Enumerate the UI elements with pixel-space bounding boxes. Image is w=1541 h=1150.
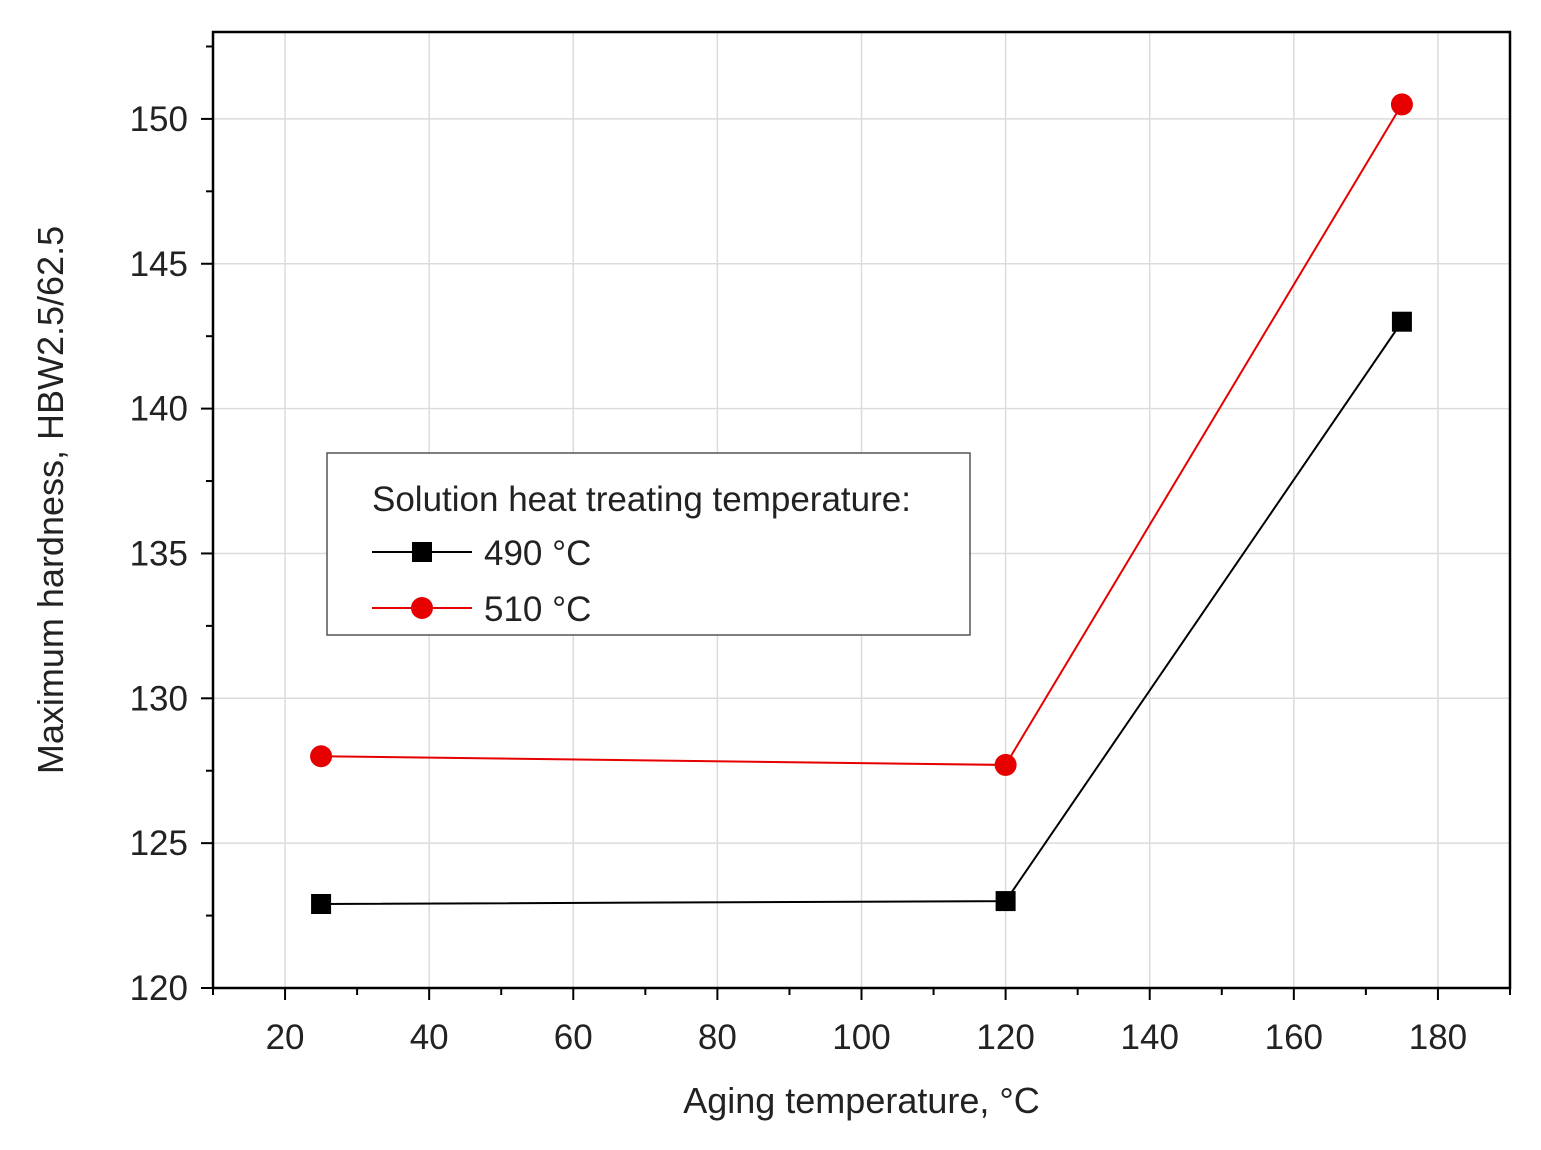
axis-ticks — [201, 45, 1511, 1000]
x-tick-label: 140 — [1121, 1018, 1179, 1057]
series-0 — [311, 311, 1412, 914]
data-point-circle-marker — [994, 753, 1017, 776]
series-1 — [310, 93, 1413, 776]
legend-square-marker — [412, 542, 432, 562]
y-axis-title: Maximum hardness, HBW2.5/62.5 — [30, 226, 71, 774]
legend-entry: 510 °C — [372, 590, 591, 629]
series-layer — [310, 93, 1413, 914]
x-tick-label: 40 — [410, 1018, 449, 1057]
x-tick-label: 60 — [554, 1018, 593, 1057]
y-tick-label: 150 — [130, 100, 188, 139]
x-axis-title: Aging temperature, °C — [683, 1080, 1040, 1121]
x-tick-label: 80 — [698, 1018, 737, 1057]
data-point-circle-marker — [310, 745, 333, 768]
y-tick-label: 130 — [130, 679, 188, 718]
x-tick-label: 100 — [832, 1018, 890, 1057]
legend-entry: 490 °C — [372, 534, 591, 573]
x-tick-label: 20 — [266, 1018, 305, 1057]
x-tick-label: 120 — [976, 1018, 1034, 1057]
y-tick-label: 135 — [130, 534, 188, 573]
legend-label: 490 °C — [484, 534, 591, 573]
y-tick-label: 145 — [130, 245, 188, 284]
legend-box — [326, 452, 971, 636]
data-point-square-marker — [995, 891, 1016, 912]
x-tick-label: 180 — [1409, 1018, 1467, 1057]
legend-circle-marker — [411, 597, 433, 619]
y-tick-label: 140 — [130, 390, 188, 429]
tick-labels: 20 40 60 80 100 120 140 160 180 120 125 130 135 140 14… — [130, 100, 1468, 1057]
x-tick-label: 160 — [1265, 1018, 1323, 1057]
y-tick-label: 125 — [130, 824, 188, 863]
data-point-circle-marker — [1390, 93, 1413, 116]
y-tick-label: 120 — [130, 969, 188, 1008]
legend-label: 510 °C — [484, 590, 591, 629]
legend-title: Solution heat treating temperature: — [372, 480, 911, 519]
data-point-square-marker — [1391, 311, 1412, 332]
data-point-square-marker — [311, 893, 332, 914]
legend: Solution heat treating temperature: 490 … — [326, 452, 971, 636]
